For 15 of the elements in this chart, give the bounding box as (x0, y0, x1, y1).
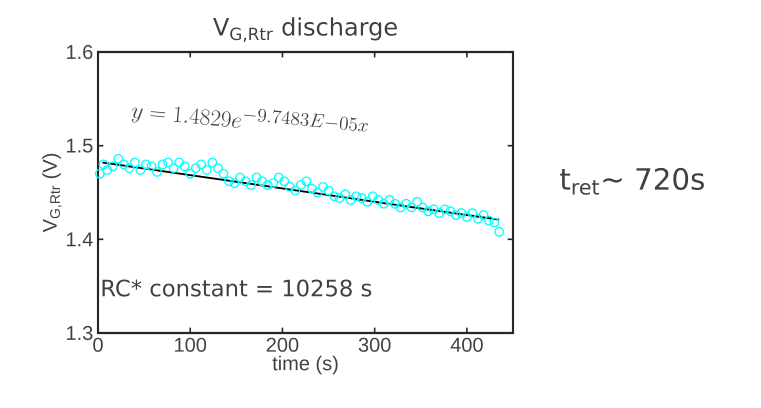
y-tick-label: 1.5 (67, 138, 92, 153)
text: t$_{ret}$~ 720s (560, 168, 704, 195)
x-axis-title: time (s) (272, 356, 338, 374)
annotation: RC* constant = 10258 s (102, 279, 372, 297)
x-tick-label: 100 (175, 338, 206, 352)
y-axis-title: V$_{G,Rtr}$ (V) (42, 154, 62, 232)
x-tick-label: 300 (358, 338, 391, 352)
chart-title: V$_{G,Rtr}$ discharge (213, 17, 397, 42)
annotation: $y = 1.4829e^{-9.7483E-05x}$ (132, 106, 368, 132)
y-tick-label: 1.3 (67, 326, 92, 340)
x-tick-label: 200 (266, 338, 298, 352)
x-tick-label: 0 (93, 338, 103, 352)
y-tick-label: 1.4 (67, 232, 93, 246)
x-tick-label: 400 (450, 338, 483, 352)
y-tick-label: 1.6 (67, 44, 92, 60)
